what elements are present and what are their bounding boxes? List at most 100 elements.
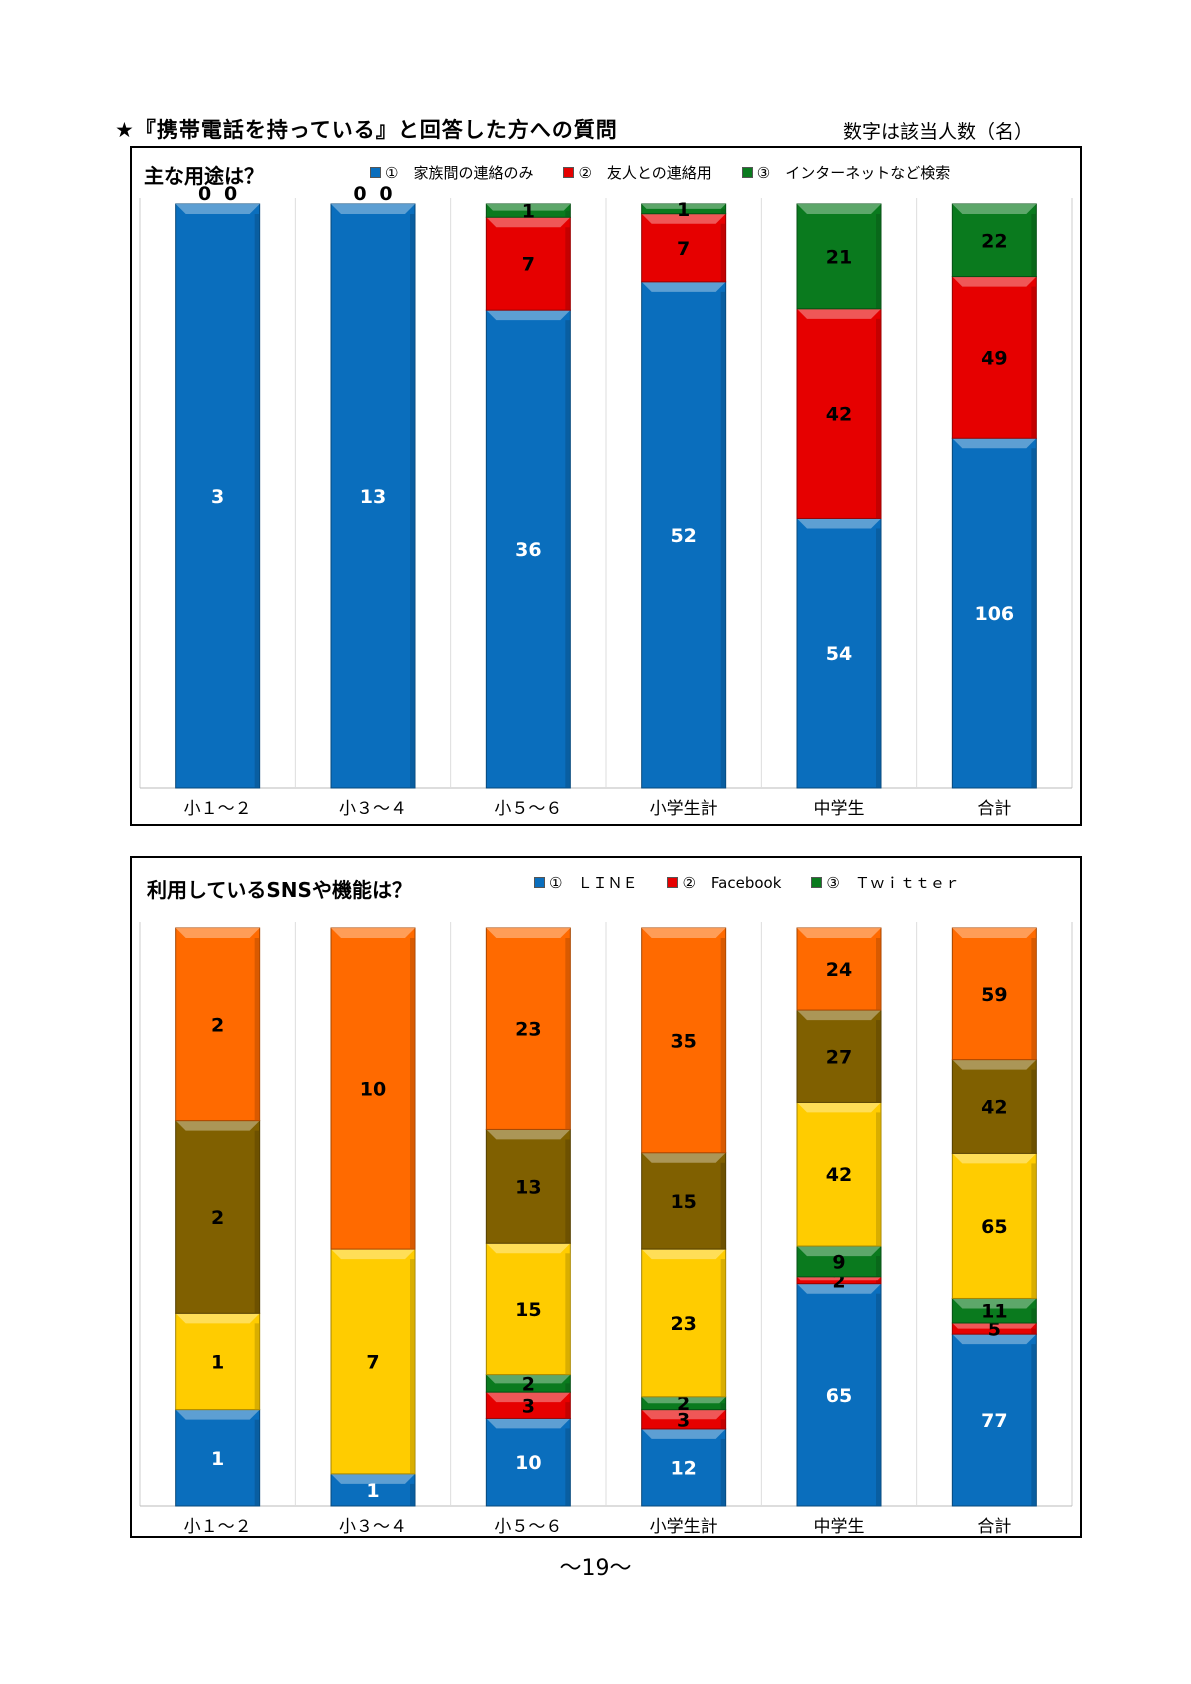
x-tick-label: 小学生計 (650, 1517, 718, 1536)
legend-swatch (370, 167, 381, 178)
bar-bevel-top (952, 1153, 1037, 1164)
bar-bevel-side (720, 291, 726, 788)
bar-segment (951, 276, 1037, 439)
sns-chart: 利用しているSNSや機能は？ ① ＬＩＮＥ ② Facebook ③ Ｔｗｉｔｔ… (130, 856, 1082, 1538)
bar-bevel-side (565, 938, 571, 1130)
data-label: 5 (988, 1319, 1001, 1341)
legend-item: ③ Ｔｗｉｔｔｅｒ (811, 872, 960, 893)
bar-bevel-top (486, 310, 571, 321)
bar-segment (796, 517, 882, 789)
bar-bevel-side (876, 1280, 881, 1284)
bar-bevel-top (175, 1409, 260, 1420)
bar-bevel-top (797, 1276, 881, 1281)
legend-swatch (563, 167, 575, 178)
data-label: 2 (211, 1207, 224, 1229)
data-label: 22 (981, 230, 1007, 252)
legend-item: ② Facebook (667, 872, 781, 893)
bar-bevel-top (175, 1313, 260, 1324)
bar-bevel-side (254, 1130, 260, 1314)
data-label: 54 (826, 643, 852, 665)
bar-bevel-side (1031, 214, 1037, 277)
bar-segment (175, 1120, 261, 1314)
bar-bevel-side (254, 1419, 260, 1506)
chart-title: 利用しているSNSや機能は？ (147, 878, 412, 902)
bar-segment (485, 1417, 571, 1507)
x-tick-label: 小１～２ (184, 799, 252, 819)
bar-bevel-side (1031, 938, 1037, 1060)
bar-bevel-top (331, 204, 415, 214)
bar-bevel-top (797, 1010, 881, 1021)
bar-segment (951, 437, 1037, 789)
bar-bevel-side (565, 1253, 571, 1375)
bar-bevel-top (331, 1473, 415, 1484)
bar-segment (330, 203, 416, 789)
bar-bevel-top (797, 1283, 881, 1294)
bar-bevel-side (1031, 286, 1037, 439)
page-number: ～19～ (559, 1556, 632, 1581)
bar-bevel-side (565, 1383, 571, 1393)
data-label: 65 (981, 1216, 1007, 1238)
bar-segment (641, 281, 727, 789)
bar-bevel-side (1031, 448, 1037, 788)
bar-bevel-side (720, 208, 726, 214)
bar-bevel-top (952, 1334, 1037, 1345)
bar-bevel-side (876, 1293, 881, 1506)
x-tick-label: 合計 (977, 1517, 1011, 1536)
bar-bevel-top (641, 204, 726, 209)
bar-bevel-side (720, 938, 726, 1153)
legend-label: ③ インターネットなど検索 (756, 164, 951, 182)
bar-bevel-side (410, 1259, 415, 1474)
bar-bevel-side (720, 1419, 726, 1429)
data-label: 49 (981, 347, 1007, 369)
data-label: 21 (826, 246, 852, 268)
bar-bevel-top (797, 518, 881, 529)
data-label: 2 (522, 1373, 535, 1395)
bar-bevel-side (565, 320, 571, 788)
bar-bevel-side (1031, 1308, 1037, 1324)
bar-bevel-side (410, 938, 415, 1250)
legend-label: ② 友人との連絡用 (578, 164, 712, 182)
x-tick-label: 合計 (977, 799, 1011, 819)
data-label: 42 (826, 404, 852, 426)
data-label: 12 (670, 1457, 696, 1479)
legend-swatch (811, 877, 823, 888)
data-label: 10 (515, 1452, 541, 1474)
data-label: 3 (211, 486, 224, 508)
bar-segment (641, 1248, 727, 1398)
data-label: 36 (515, 539, 541, 561)
bar-segment (796, 1101, 882, 1247)
data-label: 10 (360, 1079, 386, 1101)
legend-item: ③ インターネットなど検索 (741, 162, 951, 183)
data-label: 2 (211, 1014, 224, 1036)
bar-segment (951, 1059, 1037, 1154)
legend-swatch (667, 877, 679, 888)
bar-bevel-top (486, 928, 571, 938)
bar-bevel-side (565, 1139, 571, 1244)
bar-segment (796, 203, 882, 310)
x-tick-label: 小５～６ (494, 1517, 562, 1536)
x-tick-label: 中学生 (814, 1517, 865, 1536)
bar-segment (485, 1128, 571, 1244)
bar-segment (796, 1009, 882, 1103)
legend-label: ② Facebook (682, 874, 782, 892)
bar-bevel-top (797, 204, 881, 214)
legend-label: ① 家族間の連絡のみ (385, 164, 534, 182)
data-label: 3 (522, 1395, 535, 1417)
data-label: 27 (826, 1046, 852, 1068)
data-label: 0 (224, 183, 237, 205)
data-label: 24 (826, 959, 852, 981)
bar-bevel-top (331, 1249, 415, 1260)
legend-label: ③ Ｔｗｉｔｔｅｒ (826, 874, 960, 892)
x-tick-label: 小１～２ (184, 1517, 252, 1536)
bar-bevel-top (486, 217, 571, 228)
data-label: 65 (826, 1385, 852, 1407)
data-label: 23 (670, 1313, 696, 1335)
bar-segment (641, 213, 727, 283)
bar-bevel-side (565, 227, 571, 311)
bar-bevel-top (486, 1374, 571, 1384)
bar-bevel-top (641, 1428, 726, 1439)
bar-segment (796, 1283, 882, 1507)
bar-bevel-side (876, 214, 881, 309)
bar-bevel-top (641, 281, 726, 292)
legend-item: ② 友人との連絡用 (563, 162, 712, 183)
